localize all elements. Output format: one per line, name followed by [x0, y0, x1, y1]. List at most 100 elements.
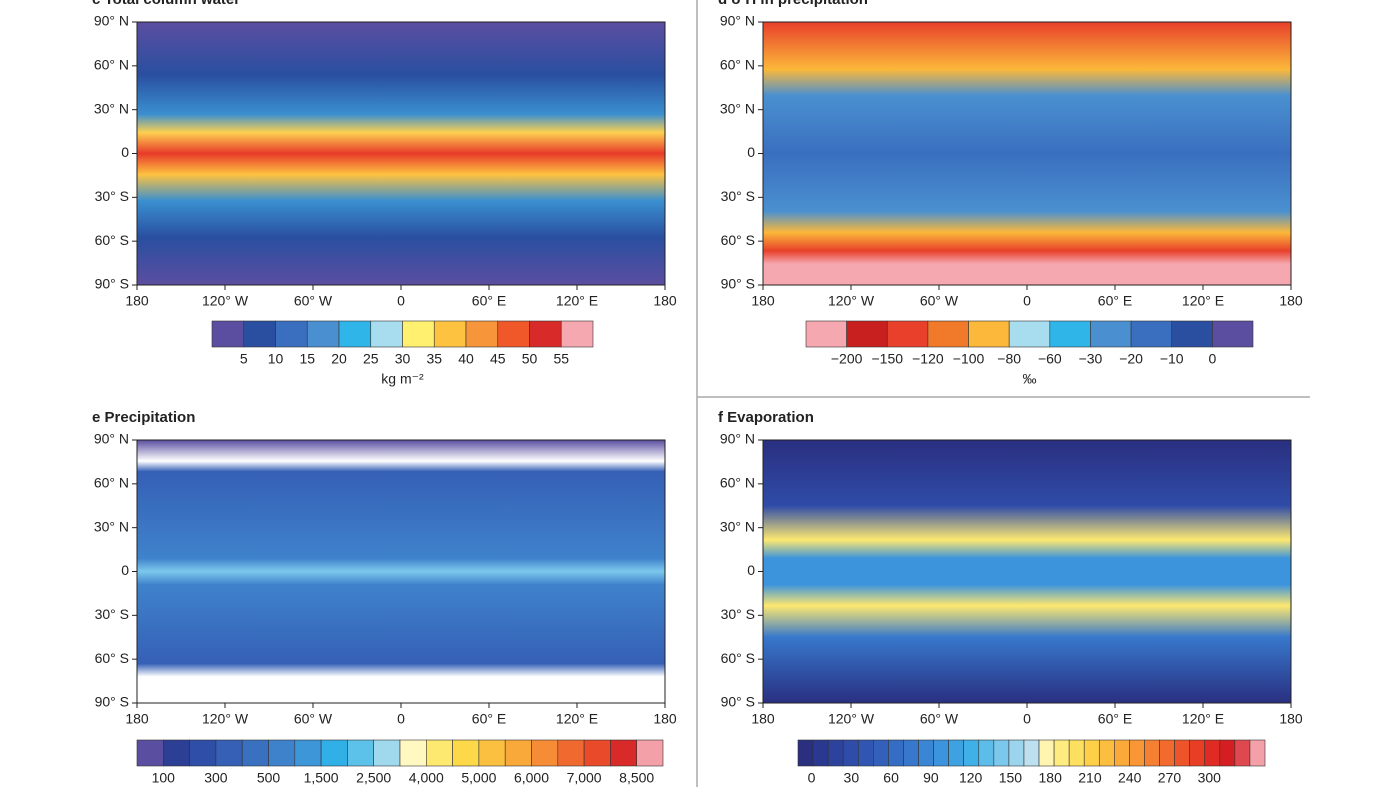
colorbar-swatch: [504, 739, 532, 767]
colorbar-swatch: [1038, 739, 1055, 767]
lat-label: 30° S: [721, 606, 755, 622]
colorbar-label: 25: [363, 351, 379, 367]
lon-label: 0: [397, 711, 405, 727]
colorbar-swatch: [918, 739, 934, 767]
colorbar-label: −10: [1160, 351, 1184, 367]
lon-label: 60° W: [920, 711, 959, 727]
colorbar-swatch: [873, 739, 889, 767]
colorbar-swatch: [857, 739, 874, 767]
lon-label: 180: [1279, 293, 1303, 309]
colorbar-swatch: [211, 320, 245, 348]
lon-label: 120° E: [556, 711, 598, 727]
colorbar-swatch: [1098, 739, 1115, 767]
colorbar-label: −150: [871, 351, 903, 367]
colorbar-swatch: [215, 739, 243, 767]
colorbar-label: 2,500: [356, 770, 391, 786]
lon-label: 120° W: [828, 711, 875, 727]
lon-label: 60° E: [1098, 293, 1132, 309]
colorbar-swatch: [1114, 739, 1130, 767]
colorbar-label: 0: [808, 770, 816, 786]
panel-title: d δ²H in precipitation: [718, 0, 868, 8]
lon-label: 60° E: [472, 711, 506, 727]
colorbar-label: 8,500: [619, 770, 654, 786]
colorbar-swatch: [963, 739, 980, 767]
colorbar-label: 120: [959, 770, 983, 786]
colorbar-swatch: [636, 739, 664, 767]
colorbar-label: 30: [395, 351, 411, 367]
colorbar-swatch: [812, 739, 829, 767]
lon-label: 180: [653, 293, 677, 309]
colorbar-label: 10: [268, 351, 284, 367]
colorbar-swatch: [1249, 739, 1266, 767]
colorbar-swatch: [402, 320, 435, 348]
colorbar-swatch: [433, 320, 467, 348]
lon-label: 180: [751, 711, 775, 727]
colorbar-swatch: [927, 320, 969, 348]
colorbar-swatch: [243, 320, 276, 348]
lon-label: 180: [1279, 711, 1303, 727]
lat-label: 60° S: [95, 650, 129, 666]
lon-label: 60° E: [472, 293, 506, 309]
colorbar-swatch: [370, 320, 403, 348]
colorbar-swatch: [338, 320, 372, 348]
colorbar-label: 30: [844, 770, 860, 786]
map: [762, 439, 1292, 704]
panel-title-text: Total column water: [105, 0, 241, 8]
colorbar-swatch: [610, 739, 638, 767]
colorbar-swatch: [903, 739, 919, 767]
lat-label: 60° N: [720, 475, 755, 491]
colorbar-label: 100: [152, 770, 176, 786]
colorbar-label: 150: [999, 770, 1023, 786]
lat-label: 60° N: [94, 475, 129, 491]
colorbar-unit: kg m⁻²: [381, 371, 424, 387]
lat-label: 60° S: [95, 232, 129, 248]
colorbar-swatch: [163, 739, 190, 767]
colorbar-swatch: [478, 739, 506, 767]
colorbar-swatch: [465, 320, 499, 348]
colorbar-label: 35: [426, 351, 442, 367]
colorbar-label: 45: [490, 351, 506, 367]
colorbar-unit: ‰: [1023, 371, 1037, 387]
colorbar-label: 7,000: [567, 770, 602, 786]
colorbar-swatch: [827, 739, 844, 767]
colorbar-label: −20: [1119, 351, 1143, 367]
lon-label: 120° W: [828, 293, 875, 309]
colorbar-swatch: [968, 320, 1010, 348]
lon-label: 120° W: [202, 293, 249, 309]
lat-label: 30° S: [95, 188, 129, 204]
colorbar-swatch: [978, 739, 995, 767]
colorbar-swatch: [886, 320, 929, 348]
lat-label: 30° N: [720, 100, 755, 116]
lat-label: 90° N: [720, 13, 755, 29]
colorbar-swatch: [846, 320, 888, 348]
colorbar-swatch: [1053, 739, 1070, 767]
lat-label: 0: [121, 144, 129, 160]
colorbar-swatch: [583, 739, 611, 767]
lat-label: 90° S: [721, 694, 755, 710]
lat-label: 30° N: [720, 518, 755, 534]
colorbar-label: 90: [923, 770, 939, 786]
colorbar-label: 5: [240, 351, 248, 367]
lat-label: 60° N: [720, 57, 755, 73]
lon-label: 180: [751, 293, 775, 309]
lon-label: 120° E: [1182, 293, 1224, 309]
colorbar-label: −100: [953, 351, 985, 367]
colorbar-swatch: [425, 739, 453, 767]
colorbar-swatch: [531, 739, 559, 767]
colorbar-label: −30: [1079, 351, 1103, 367]
colorbar-swatch: [1171, 320, 1213, 348]
colorbar-swatch: [888, 739, 904, 767]
lon-label: 60° W: [294, 711, 333, 727]
map: [762, 21, 1292, 286]
colorbar-label: −80: [997, 351, 1021, 367]
colorbar-swatch: [1204, 739, 1221, 767]
colorbar-label: 20: [331, 351, 347, 367]
colorbar-swatch: [805, 320, 847, 348]
lat-label: 90° S: [95, 276, 129, 292]
colorbar-label: 500: [257, 770, 281, 786]
colorbar-swatch: [452, 739, 480, 767]
colorbar-label: 40: [458, 351, 474, 367]
colorbar-swatch: [320, 739, 348, 767]
colorbar-label: 240: [1118, 770, 1142, 786]
